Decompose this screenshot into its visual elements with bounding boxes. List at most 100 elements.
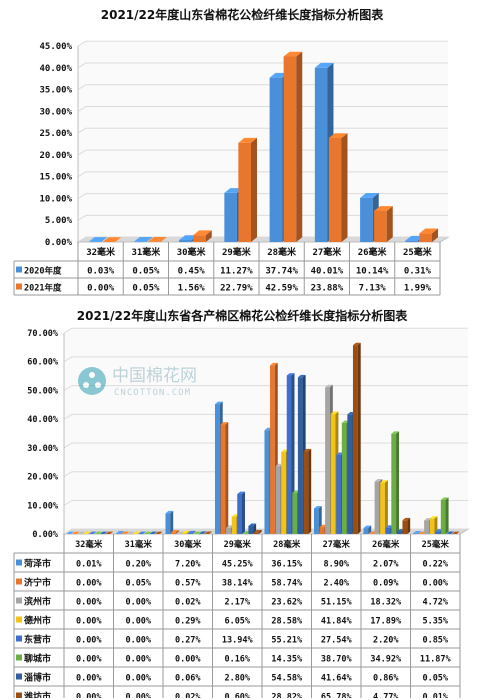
bar-front xyxy=(391,433,397,534)
y-tick-label: 20.00% xyxy=(39,151,72,161)
table-cell: 0.00% xyxy=(125,693,151,699)
bar-front xyxy=(360,197,373,242)
legend-swatch xyxy=(16,692,22,698)
bar-2021年度-28毫米 xyxy=(283,51,303,243)
bar-2020年度-32毫米 xyxy=(88,237,108,242)
bar-top xyxy=(429,516,438,519)
bar-top xyxy=(138,531,146,534)
table-cell: 0.05% xyxy=(125,579,151,589)
bar-front xyxy=(193,235,206,242)
table-cell: 0.20% xyxy=(125,560,151,570)
legend-label: 东营市 xyxy=(24,634,51,646)
legend-label: 2021年度 xyxy=(24,283,62,294)
table-cell: 0.86% xyxy=(373,674,399,684)
bar-front xyxy=(325,387,330,534)
bar-潍坊市-27毫米 xyxy=(352,342,361,534)
x-tick-label: 26毫米 xyxy=(372,539,400,550)
bar-front xyxy=(214,404,220,534)
bar-top xyxy=(269,72,289,78)
table-cell: 5.35% xyxy=(422,617,448,627)
bar-side xyxy=(203,531,207,534)
bar-side xyxy=(250,137,257,242)
bar-滨州市-31毫米 xyxy=(127,531,135,534)
y-tick-label: 40.00% xyxy=(39,64,72,74)
bar-top xyxy=(352,342,361,346)
bar-滨州市-32毫米 xyxy=(77,531,86,534)
table-cell: 22.79% xyxy=(220,284,253,294)
bar-front xyxy=(328,137,342,242)
bar-潍坊市-31毫米 xyxy=(154,531,163,534)
y-tick-label: 50.00% xyxy=(27,386,59,396)
bar-front xyxy=(281,451,286,534)
bar-top xyxy=(77,531,86,534)
bar-front xyxy=(182,533,187,534)
bar-top xyxy=(94,531,103,534)
bar-side xyxy=(431,228,438,242)
bar-front xyxy=(226,527,231,534)
table-cell: 0.22% xyxy=(422,560,448,570)
table-cell: 34.92% xyxy=(370,655,402,665)
table-cell: 0.00% xyxy=(76,655,102,665)
bar-front xyxy=(313,508,319,534)
table-cell: 2.80% xyxy=(224,674,250,684)
table-cell: 41.64% xyxy=(321,674,353,684)
x-tick-label: 27毫米 xyxy=(312,246,342,258)
bar-side xyxy=(368,525,372,534)
table-cell: 10.14% xyxy=(356,267,389,277)
bar-side xyxy=(386,206,393,242)
table-cell: 51.15% xyxy=(321,598,353,608)
bar-top xyxy=(363,525,372,529)
legend-swatch xyxy=(16,266,22,273)
table-cell: 41.84% xyxy=(321,617,353,627)
bar-top xyxy=(193,531,202,534)
x-tick-label: 27毫米 xyxy=(323,539,351,550)
table-cell: 55.21% xyxy=(271,636,303,646)
bar-2020年度-31毫米 xyxy=(133,236,153,242)
bar-front xyxy=(429,518,435,534)
table-cell: 42.59% xyxy=(265,284,298,294)
y-tick-label: 35.00% xyxy=(39,86,72,96)
bar-side xyxy=(451,531,455,534)
watermark-icon xyxy=(78,367,106,395)
table-row: 济宁市 0.00% 0.05% 0.57% 38.14% 58.74% 2.40% 0.09%… xyxy=(14,577,460,592)
table-cell: 0.02% xyxy=(175,598,201,608)
watermark-url: CNCOTTON.COM xyxy=(114,388,191,398)
length-chart-overall: 2021/22年度山东省棉花公检纤维长度指标分析图表 0.00% 5.00% 10.… xyxy=(0,0,484,305)
bar-top xyxy=(179,235,198,241)
bar-聊城市-26毫米 xyxy=(391,431,400,534)
bar-front xyxy=(269,77,283,242)
bar-top xyxy=(182,530,190,534)
bar-front xyxy=(297,377,303,534)
bar-side xyxy=(160,236,167,242)
bar-菏泽市-26毫米 xyxy=(363,525,372,534)
table-row: 聊城市 0.00% 0.00% 0.00% 0.16% 14.35% 38.70% 34.92… xyxy=(14,653,460,668)
table-cell: 11.27% xyxy=(220,267,253,277)
bar-front xyxy=(171,532,176,534)
bar-side xyxy=(258,529,262,534)
table-cell: 1.56% xyxy=(178,284,206,294)
bar-front xyxy=(435,531,440,534)
bar-front xyxy=(115,533,121,534)
y-tick-label: 30.00% xyxy=(27,444,59,454)
table-row: 菏泽市 0.01% 0.20% 7.20% 45.25% 36.15% 8.90% 2.07%… xyxy=(14,558,460,573)
bar-side xyxy=(225,422,229,534)
bar-front xyxy=(314,67,328,242)
bar-top xyxy=(360,193,379,198)
bar-top xyxy=(143,531,152,534)
bar-2021年度-31毫米 xyxy=(147,236,167,242)
bar-top xyxy=(451,531,460,534)
bar-top xyxy=(405,235,424,241)
table-cell: 0.05% xyxy=(422,674,448,684)
bar-side xyxy=(308,448,312,534)
bar-side xyxy=(357,342,361,534)
bar-top xyxy=(374,206,393,211)
table-cell: 0.57% xyxy=(175,579,201,589)
bar-front xyxy=(179,240,192,242)
legend-swatch xyxy=(16,283,22,290)
bar-front xyxy=(264,430,270,534)
plot-wall xyxy=(78,41,448,243)
bar-front xyxy=(380,482,385,534)
length-chart-regions: 2021/22年度山东省各产棉区棉花公检纤维长度指标分析图表 0.00% 10.0… xyxy=(0,305,484,700)
bar-top xyxy=(214,401,223,405)
table-cell: 0.00% xyxy=(76,636,102,646)
